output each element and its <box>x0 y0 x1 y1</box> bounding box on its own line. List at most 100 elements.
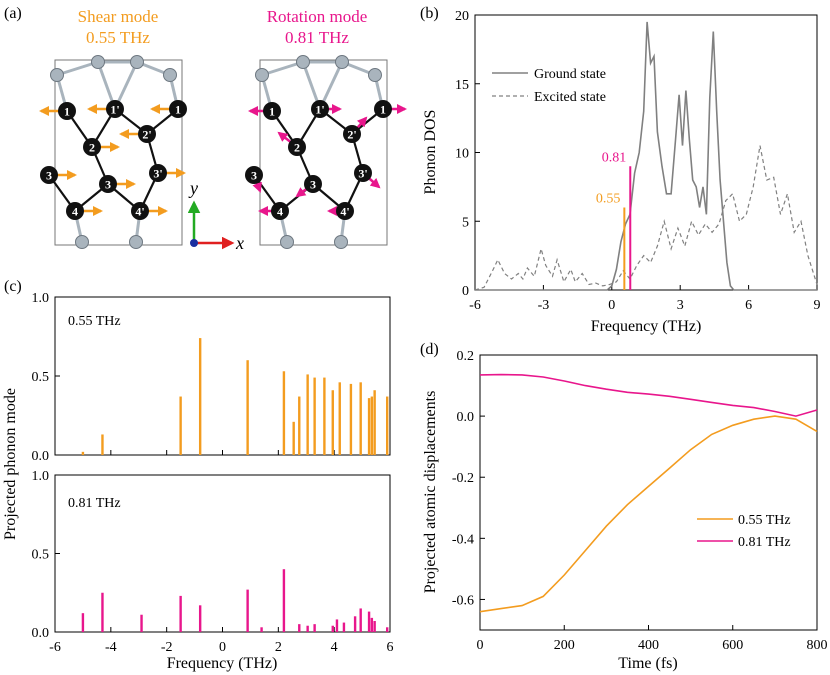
bar <box>353 616 357 632</box>
x-tick-label: 2 <box>275 640 282 655</box>
atom <box>99 175 117 193</box>
surface-atom <box>334 235 348 249</box>
atom-label: 4 <box>72 205 78 219</box>
panel-a: Shear mode 0.55 THz Rotation mode 0.81 T… <box>39 7 407 253</box>
bar <box>335 619 339 632</box>
y-tick-label: 0.5 <box>32 548 50 563</box>
y-tick-label: 10 <box>455 147 469 162</box>
bar <box>367 611 371 632</box>
unit-cell-frame <box>54 59 183 246</box>
atom-label: 2 <box>89 141 95 155</box>
structure-shear: 1 1' 1 2 2' 3 3 3' 4 4' <box>39 55 187 249</box>
panel-label-c: (c) <box>4 278 22 295</box>
chart-b-xlabel: Frequency (THz) <box>591 318 702 335</box>
legend-ground-state: Ground state <box>534 67 606 82</box>
chart-d-frame <box>479 354 818 631</box>
unit-cell-frame <box>259 59 388 246</box>
surface-atom <box>255 68 269 82</box>
y-tick-label: 1.0 <box>32 469 50 484</box>
atom-label: 2 <box>294 141 300 155</box>
marker-label-0.81: 0.81 <box>602 150 627 165</box>
bar <box>298 624 301 632</box>
structure-rotation: 1 1' 1 2 2' 3 3 3' 4 4' <box>245 55 407 249</box>
bar <box>306 374 309 455</box>
ground-state-line <box>475 21 817 291</box>
marker-label-0.55: 0.55 <box>596 192 621 207</box>
axis-y-label: y <box>188 178 198 198</box>
atom <box>245 166 263 184</box>
legend-excited-state: Excited state <box>534 90 606 105</box>
bar <box>101 592 104 632</box>
surface-atom <box>91 55 105 69</box>
surface-atom <box>296 55 310 69</box>
atom-label: 4 <box>277 205 283 219</box>
legend-081: 0.81 THz <box>738 535 791 550</box>
atom <box>83 138 101 156</box>
atom <box>66 202 84 220</box>
chart-b-ylabel: Phonon DOS <box>422 110 439 195</box>
bar <box>179 595 182 632</box>
atom <box>169 100 187 118</box>
bar <box>306 625 309 632</box>
bar <box>331 390 334 455</box>
x-tick-label: 6 <box>745 298 752 313</box>
rotation-mode-title: Rotation mode <box>267 7 368 26</box>
axis-x-label: x <box>235 233 244 253</box>
surface-atom <box>368 68 382 82</box>
bar <box>101 434 104 455</box>
surface-atom <box>335 55 349 69</box>
surface-atom <box>75 235 89 249</box>
surface-atom <box>129 235 143 249</box>
panel-c-chart: 0.0 0.5 1.0 0.0 0.5 1.0 -6 -4 -2 0 2 4 6 0.55 THz 0.… <box>2 291 394 672</box>
atom <box>131 202 149 220</box>
x-tick-label: 4 <box>331 640 338 655</box>
bar <box>81 451 85 455</box>
y-tick-label: 0.0 <box>457 410 475 425</box>
atom-label: 4' <box>135 205 144 219</box>
panel-label-a: (a) <box>4 5 22 22</box>
legend-055: 0.55 THz <box>738 513 791 528</box>
bar <box>246 360 249 455</box>
bar <box>282 569 286 632</box>
bar <box>386 396 389 455</box>
y-tick-label: 5 <box>462 215 469 230</box>
bar <box>370 396 374 455</box>
chart-d-legend: 0.55 THz 0.81 THz <box>697 513 791 550</box>
surface-bond <box>56 60 99 77</box>
panel-b-chart: -6 -3 0 3 6 9 0 5 10 15 20 0.55 0.81 Frequency (THz… <box>422 9 821 335</box>
bar <box>359 382 362 455</box>
y-tick-label: -0.6 <box>452 593 474 608</box>
panel-d-chart: 0 200 400 600 800 -0.6 -0.4 -0.2 0.0 0.2 Time (fs… <box>422 349 828 672</box>
bar <box>349 383 353 455</box>
bar <box>386 627 389 632</box>
atom <box>149 164 167 182</box>
bar <box>81 613 85 632</box>
chart-d-ylabel: Projected atomic displacements <box>422 391 439 594</box>
atom-label: 1 <box>269 105 275 119</box>
x-tick-label: -4 <box>105 640 117 655</box>
atom-label: 3 <box>105 178 111 192</box>
surface-atom <box>280 235 294 249</box>
y-tick-label: 0.0 <box>32 626 50 641</box>
coordinate-axes-icon: y x <box>187 178 244 253</box>
bar <box>298 396 301 455</box>
bar <box>198 338 202 455</box>
shear-mode-frequency: 0.55 THz <box>86 28 150 47</box>
shear-mode-title: Shear mode <box>78 7 159 26</box>
atom-label: 3 <box>310 178 316 192</box>
atom <box>263 102 281 120</box>
bar <box>198 605 202 632</box>
rotation-mode-frequency: 0.81 THz <box>285 28 349 47</box>
bar <box>359 608 362 632</box>
bar <box>292 421 295 455</box>
chart-c-bottom-label: 0.81 THz <box>68 496 121 511</box>
atom <box>40 166 58 184</box>
x-tick-label: 6 <box>387 640 394 655</box>
x-tick-label: 3 <box>677 298 684 313</box>
x-tick-label: 600 <box>722 638 743 653</box>
bar <box>370 617 374 632</box>
bar <box>373 621 376 632</box>
x-tick-label: 400 <box>638 638 659 653</box>
atom-label: 2' <box>347 128 356 142</box>
bar <box>246 589 249 632</box>
